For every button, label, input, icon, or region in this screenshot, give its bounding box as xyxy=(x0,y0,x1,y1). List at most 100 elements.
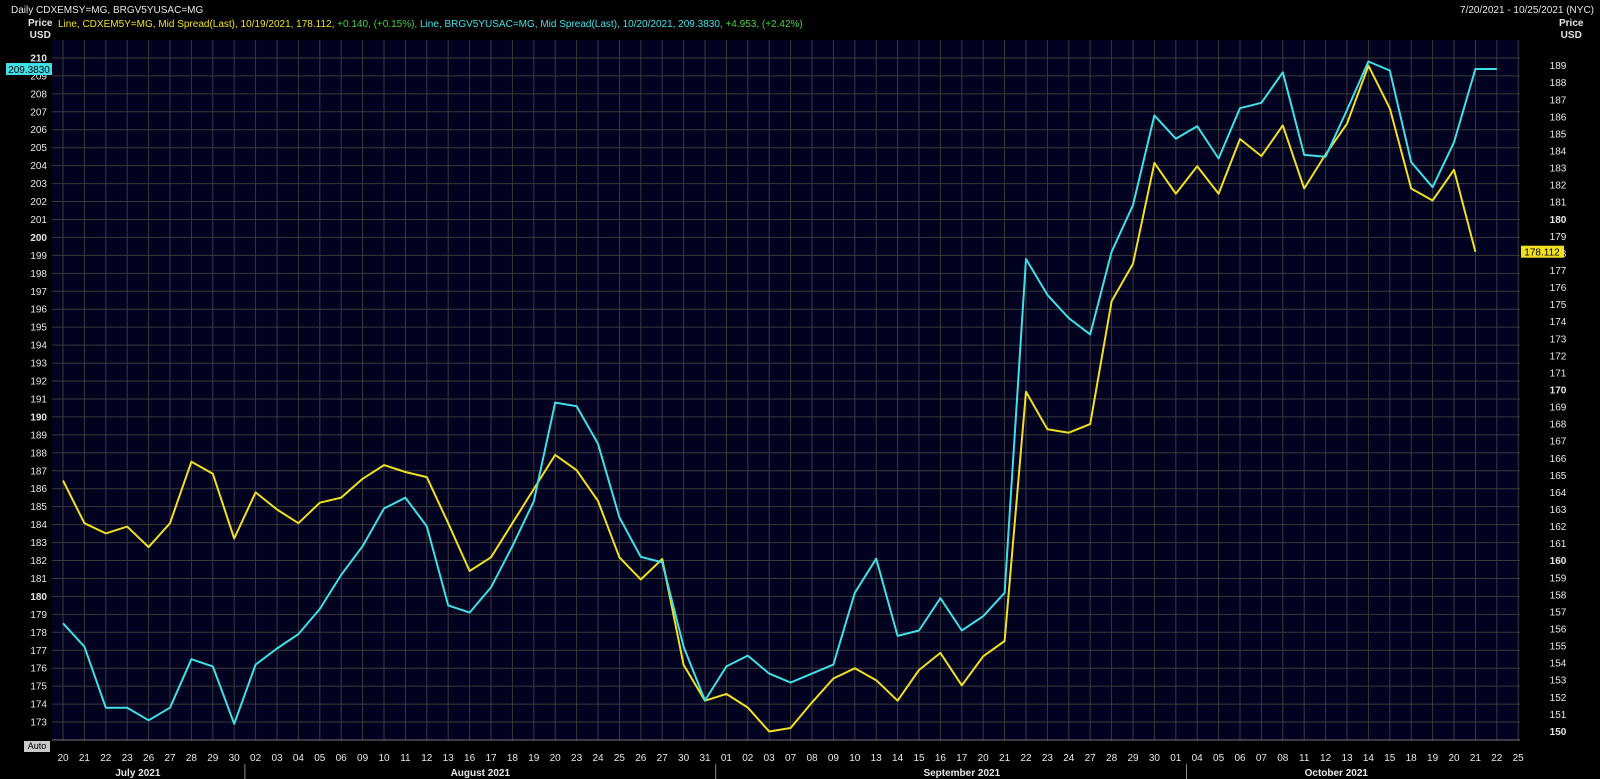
left-tick-label: 204 xyxy=(30,161,47,172)
right-tick-label: 183 xyxy=(1550,164,1567,175)
right-tick-label: 181 xyxy=(1550,198,1567,209)
right-tick-label: 150 xyxy=(1550,727,1567,738)
left-tick-label: 201 xyxy=(30,215,47,226)
right-tick-label: 161 xyxy=(1550,539,1567,550)
left-tick-label: 173 xyxy=(30,718,47,729)
x-tick-label: 05 xyxy=(1213,753,1225,764)
x-tick-label: 30 xyxy=(229,753,241,764)
right-tick-label: 152 xyxy=(1550,693,1567,704)
x-tick-label: 27 xyxy=(1085,753,1097,764)
right-tick-label: 179 xyxy=(1550,232,1567,243)
x-tick-label: 17 xyxy=(956,753,968,764)
right-tick-label: 172 xyxy=(1550,351,1567,362)
x-tick-label: 26 xyxy=(635,753,647,764)
left-axis: 173 174 175 176 177 178 179 180 181 182 183 184 185 1… xyxy=(30,53,47,728)
left-tick-label: 205 xyxy=(30,143,47,154)
right-tick-label: 170 xyxy=(1550,386,1567,397)
left-axis-label-line1: Price xyxy=(28,18,53,29)
right-tick-label: 151 xyxy=(1550,710,1567,721)
right-tick-label: 153 xyxy=(1550,676,1567,687)
left-tick-label: 197 xyxy=(30,287,47,298)
series-lines xyxy=(62,60,1497,733)
right-tick-label: 177 xyxy=(1550,266,1567,277)
x-tick-label: 16 xyxy=(935,753,947,764)
left-tick-label: 182 xyxy=(30,556,47,567)
left-last-value-badge xyxy=(6,63,52,76)
x-tick-label: 12 xyxy=(1320,753,1332,764)
left-axis-label: Price USD xyxy=(28,18,52,42)
x-tick-label: 06 xyxy=(1234,753,1246,764)
date-range: 7/20/2021 - 10/25/2021 (NYC) xyxy=(1460,5,1594,16)
left-tick-label: 199 xyxy=(30,251,47,262)
left-tick-label: 181 xyxy=(30,574,47,585)
last-value-badges: 209.3830 178.112 xyxy=(6,63,1564,259)
x-tick-label: 10 xyxy=(849,753,861,764)
x-tick-label: 25 xyxy=(614,753,626,764)
right-last-value-text: 178.112 xyxy=(1524,248,1560,259)
right-tick-label: 176 xyxy=(1550,283,1567,294)
x-tick-label: 30 xyxy=(678,753,690,764)
left-tick-label: 200 xyxy=(30,233,47,244)
chart-title: Daily CDXEMSY=MG, BRGV5YUSAC=MG xyxy=(11,5,204,16)
x-tick-label: 23 xyxy=(122,753,134,764)
left-tick-label: 202 xyxy=(30,197,47,208)
x-tick-label: 15 xyxy=(913,753,925,764)
right-last-value-badge xyxy=(1521,245,1564,258)
left-tick-label: 191 xyxy=(30,394,47,405)
left-tick-label: 208 xyxy=(30,89,47,100)
auto-scale-button[interactable]: Auto xyxy=(24,741,50,752)
right-tick-label: 175 xyxy=(1550,300,1567,311)
legend: Line, CDXEM5Y=MG, Mid Spread(Last), 10/1… xyxy=(58,19,803,30)
left-tick-label: 180 xyxy=(30,592,47,603)
left-last-value-text: 209.3830 xyxy=(8,65,50,76)
x-tick-label: 28 xyxy=(1106,753,1118,764)
x-tick-label: 19 xyxy=(528,753,540,764)
x-tick-label: 14 xyxy=(892,753,904,764)
right-axis-label-line1: Price xyxy=(1559,18,1584,29)
left-tick-label: 194 xyxy=(30,341,47,352)
x-tick-label: 13 xyxy=(443,753,455,764)
right-axis-label-line2: USD xyxy=(1560,30,1582,41)
x-tick-label: 02 xyxy=(742,753,754,764)
x-tick-label: 29 xyxy=(207,753,219,764)
x-tick-label: 28 xyxy=(186,753,198,764)
right-tick-label: 154 xyxy=(1550,659,1567,670)
x-tick-label: 03 xyxy=(271,753,283,764)
x-tick-label: 29 xyxy=(1127,753,1139,764)
legend-series1-values: 10/19/2021, 178.112, xyxy=(237,19,335,30)
right-tick-label: 169 xyxy=(1550,403,1567,414)
x-tick-label: 02 xyxy=(250,753,262,764)
right-tick-label: 180 xyxy=(1550,215,1567,226)
x-tick-label: 16 xyxy=(464,753,476,764)
right-tick-label: 168 xyxy=(1550,420,1567,431)
left-tick-label: 185 xyxy=(30,502,47,513)
left-axis-label-line2: USD xyxy=(29,30,51,41)
legend-series1-label: Line, CDXEM5Y=MG, Mid Spread(Last), xyxy=(58,19,238,30)
x-tick-label: 11 xyxy=(1299,753,1310,764)
x-tick-label: 22 xyxy=(100,753,112,764)
left-tick-label: 179 xyxy=(30,610,47,621)
x-tick-label: 10 xyxy=(378,753,390,764)
x-tick-label: 03 xyxy=(764,753,776,764)
left-tick-label: 193 xyxy=(30,359,47,370)
x-tick-label: 17 xyxy=(485,753,497,764)
x-axis: 20 21 22 23 26 27 28 29 30 02 03 04 05 06 09 10 11 12 13 16… xyxy=(52,739,1524,779)
left-tick-label: 174 xyxy=(30,700,47,711)
right-tick-label: 184 xyxy=(1550,146,1567,157)
x-tick-label: 19 xyxy=(1427,753,1439,764)
left-tick-label: 184 xyxy=(30,520,47,531)
left-tick-label: 196 xyxy=(30,305,47,316)
x-tick-label: 05 xyxy=(314,753,326,764)
month-label: July 2021 xyxy=(115,768,160,779)
left-tick-label: 186 xyxy=(30,484,47,495)
x-tick-label: 11 xyxy=(400,753,411,764)
x-tick-label: 01 xyxy=(1170,753,1182,764)
right-axis-label: Price USD xyxy=(1559,18,1583,42)
left-tick-label: 198 xyxy=(30,269,47,280)
left-tick-label: 192 xyxy=(30,377,47,388)
month-label: August 2021 xyxy=(451,768,511,779)
x-tick-label: 08 xyxy=(1277,753,1289,764)
right-tick-label: 173 xyxy=(1550,334,1567,345)
legend-series1-change: +0.140, (+0.15%), xyxy=(334,19,418,30)
x-tick-label: 07 xyxy=(1256,753,1268,764)
